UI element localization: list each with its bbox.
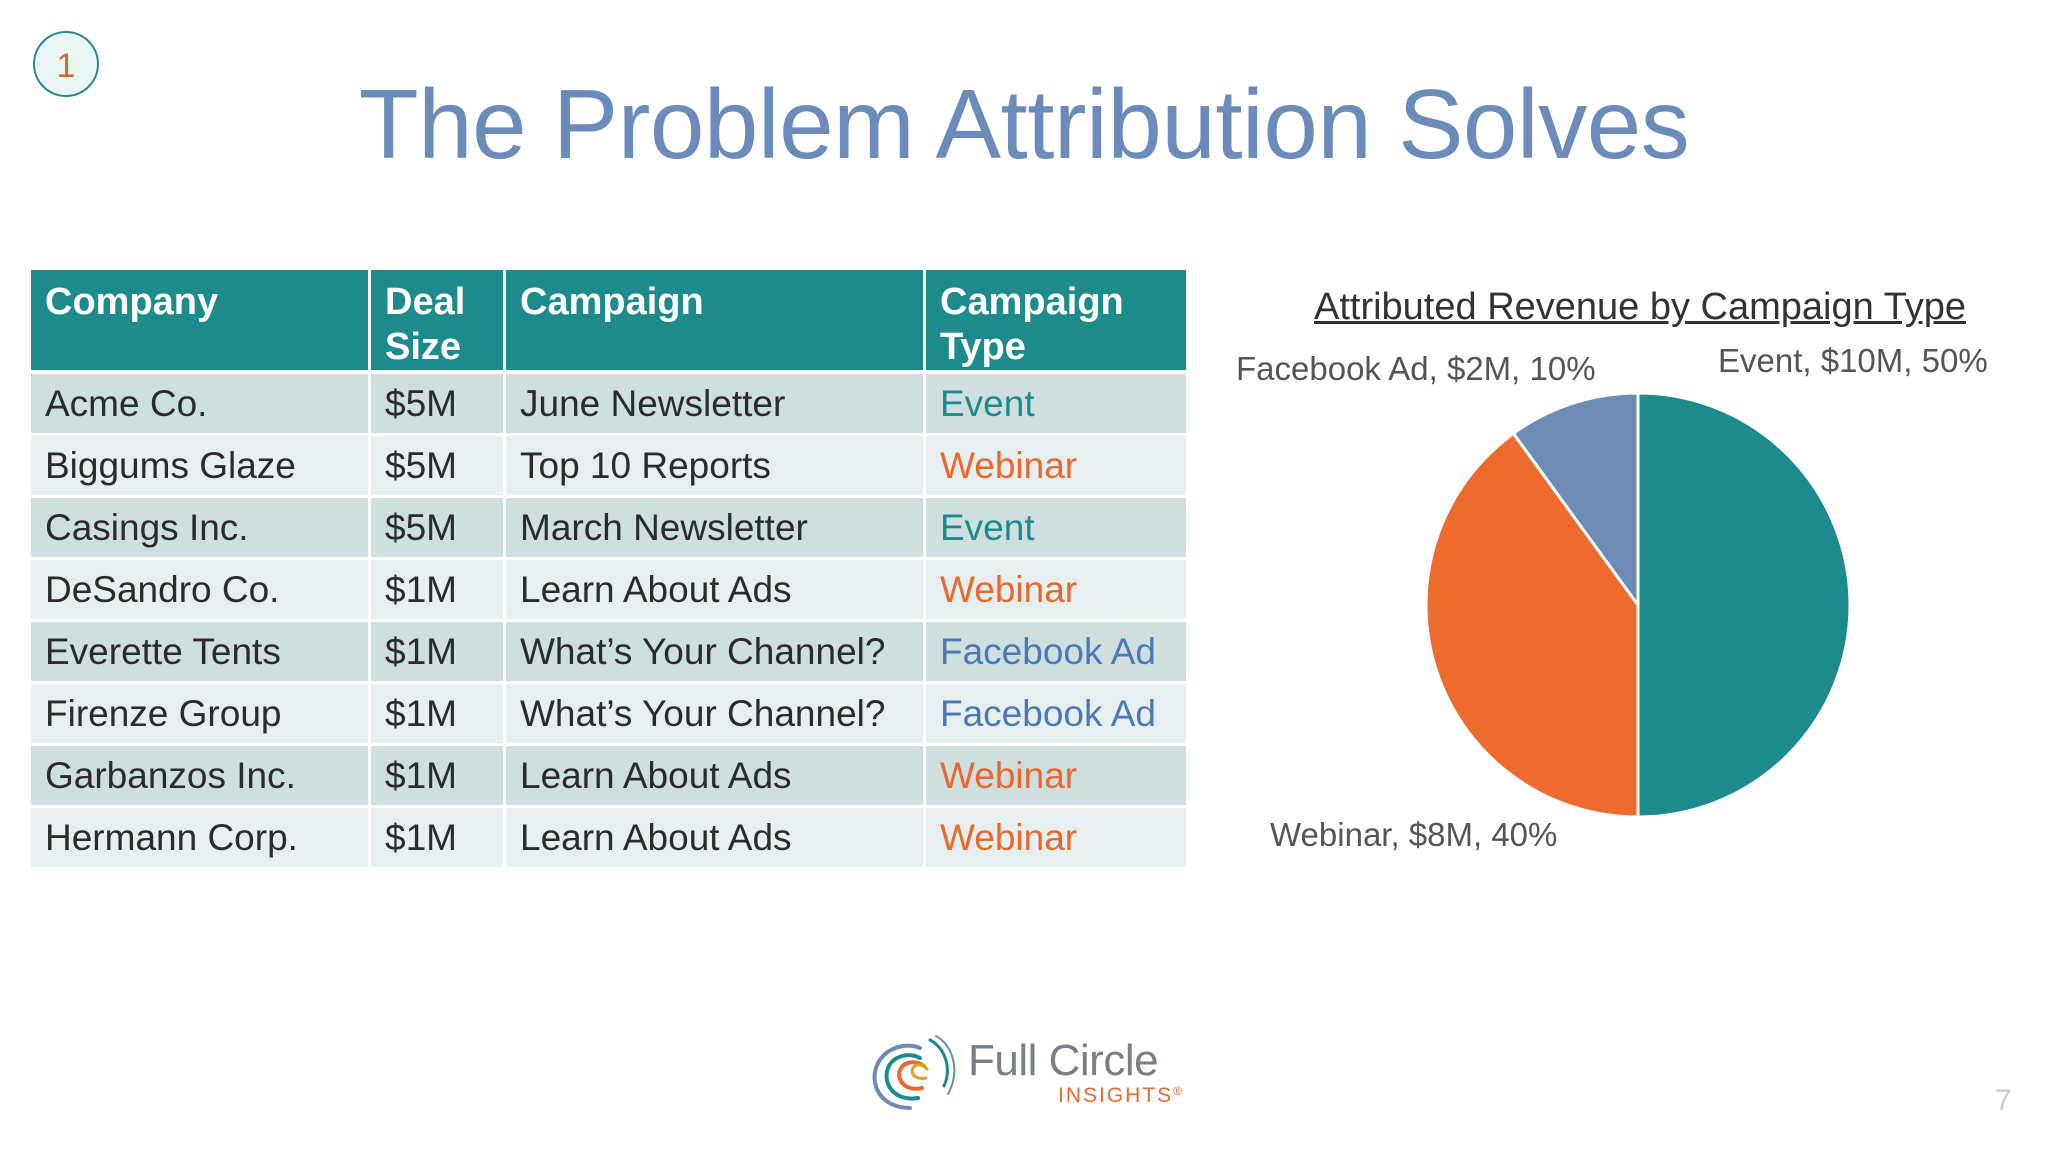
logo-tagline: INSIGHTS® — [1058, 1084, 1184, 1108]
cell-deal-size: $5M — [371, 498, 506, 560]
cell-campaign-type: Event — [926, 374, 1186, 436]
cell-deal-size: $1M — [371, 560, 506, 622]
pie-data-label-webinar: Webinar, $8M, 40% — [1270, 816, 1557, 853]
cell-company: Everette Tents — [31, 622, 371, 684]
cell-campaign: Learn About Ads — [506, 560, 926, 622]
pie-slice-webinar — [1424, 431, 1640, 819]
cell-campaign-type: Webinar — [926, 808, 1186, 870]
table-row: Biggums Glaze $5M Top 10 Reports Webinar — [31, 436, 1186, 498]
header-campaign-type-line1: Campaign — [940, 281, 1124, 323]
header-deal-size-line1: Deal — [385, 281, 466, 323]
cell-campaign: June Newsletter — [506, 374, 926, 436]
pie-slice-facebook-ad — [1511, 391, 1640, 610]
cell-company: Hermann Corp. — [31, 808, 371, 870]
cell-campaign-type: Facebook Ad — [926, 684, 1186, 746]
cell-company: Garbanzos Inc. — [31, 746, 371, 808]
cell-campaign-type: Facebook Ad — [926, 622, 1186, 684]
step-number-badge: 1 — [33, 31, 99, 97]
cell-campaign-type: Webinar — [926, 436, 1186, 498]
header-deal-size-line2: Size — [385, 326, 462, 368]
table-row: Casings Inc. $5M March Newsletter Event — [31, 498, 1186, 560]
pie-slices — [1424, 391, 1852, 819]
cell-campaign: March Newsletter — [506, 498, 926, 560]
header-campaign-type-line2: Type — [940, 326, 1026, 368]
cell-campaign-type: Webinar — [926, 746, 1186, 808]
table-row: Hermann Corp. $1M Learn About Ads Webina… — [31, 808, 1186, 870]
chart-title: Attributed Revenue by Campaign Type — [1313, 286, 1967, 328]
table-body: Acme Co. $5M June Newsletter Event Biggu… — [31, 374, 1186, 870]
deals-table: Company Deal Size Campaign Campaign Type A… — [31, 270, 1186, 870]
cell-company: Acme Co. — [31, 374, 371, 436]
slide-title: The Problem Attribution Solves — [358, 69, 1690, 179]
cell-deal-size: $5M — [371, 374, 506, 436]
cell-campaign: What’s Your Channel? — [506, 622, 926, 684]
header-campaign-type: Campaign Type — [926, 270, 1186, 374]
cell-deal-size: $1M — [371, 746, 506, 808]
table-row: Acme Co. $5M June Newsletter Event — [31, 374, 1186, 436]
cell-campaign: What’s Your Channel? — [506, 684, 926, 746]
table-row: DeSandro Co. $1M Learn About Ads Webinar — [31, 560, 1186, 622]
table-header-row: Company Deal Size Campaign Campaign Type — [31, 270, 1186, 374]
cell-deal-size: $1M — [371, 684, 506, 746]
page-number: 7 — [1995, 1084, 2012, 1117]
table-row: Garbanzos Inc. $1M Learn About Ads Webin… — [31, 746, 1186, 808]
cell-campaign-type: Event — [926, 498, 1186, 560]
cell-campaign: Learn About Ads — [506, 808, 926, 870]
cell-campaign-type: Webinar — [926, 560, 1186, 622]
header-campaign: Campaign — [506, 270, 926, 374]
logo-tagline-text: INSIGHTS — [1058, 1084, 1174, 1107]
cell-company: Firenze Group — [31, 684, 371, 746]
cell-deal-size: $1M — [371, 622, 506, 684]
full-circle-insights-logo: Full Circle INSIGHTS® — [860, 1028, 1190, 1118]
cell-deal-size: $1M — [371, 808, 506, 870]
pie-slice-event — [1636, 391, 1852, 819]
cell-company: Casings Inc. — [31, 498, 371, 560]
logo-registered-mark: ® — [1173, 1084, 1185, 1098]
cell-campaign: Learn About Ads — [506, 746, 926, 808]
header-deal-size: Deal Size — [371, 270, 506, 374]
header-company: Company — [31, 270, 371, 374]
pie-data-label-facebook-ad: Facebook Ad, $2M, 10% — [1236, 350, 1596, 387]
cell-company: DeSandro Co. — [31, 560, 371, 622]
pie-chart: Event, $10M, 50% Webinar, $8M, 40% Faceboo… — [1236, 342, 1988, 853]
cell-deal-size: $5M — [371, 436, 506, 498]
header-company-label: Company — [45, 281, 219, 323]
table-row: Firenze Group $1M What’s Your Channel? F… — [31, 684, 1186, 746]
pie-data-label-event: Event, $10M, 50% — [1718, 342, 1988, 379]
cell-company: Biggums Glaze — [31, 436, 371, 498]
pie-labels: Event, $10M, 50% Webinar, $8M, 40% Faceboo… — [1236, 342, 1988, 853]
table-row: Everette Tents $1M What’s Your Channel? … — [31, 622, 1186, 684]
logo-name: Full Circle — [968, 1036, 1159, 1085]
cell-campaign: Top 10 Reports — [506, 436, 926, 498]
header-campaign-label: Campaign — [520, 281, 704, 323]
swirl-logo-icon — [872, 1035, 956, 1110]
